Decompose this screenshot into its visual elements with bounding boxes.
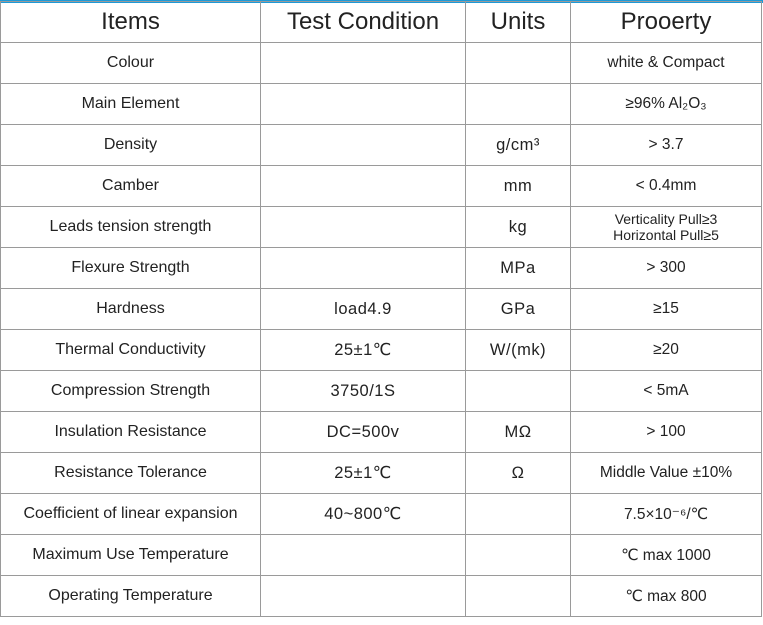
unit-cell: Ω — [465, 452, 571, 494]
table-row: Flexure Strength MPa > 300 — [0, 247, 762, 289]
table-row: Camber mm < 0.4mm — [0, 165, 762, 207]
property-cell: white & Compact — [570, 42, 762, 84]
unit-cell: g/cm³ — [465, 124, 571, 166]
condition-cell — [260, 534, 466, 576]
header-row: Items Test Condition Units Prooerty — [0, 1, 762, 43]
table-body: Colour white & Compact Main Element ≥96% Al… — [0, 42, 762, 617]
table-row: Density g/cm³ > 3.7 — [0, 124, 762, 166]
header-test-condition: Test Condition — [260, 1, 466, 43]
condition-cell — [260, 165, 466, 207]
unit-cell: MΩ — [465, 411, 571, 453]
item-cell: Maximum Use Temperature — [0, 534, 261, 576]
item-cell: Thermal Conductivity — [0, 329, 261, 371]
table-row: Coefficient of linear expansion 40~800℃ 7.… — [0, 493, 762, 535]
unit-cell — [465, 493, 571, 535]
item-cell: Coefficient of linear expansion — [0, 493, 261, 535]
condition-cell: load4.9 — [260, 288, 466, 330]
condition-cell — [260, 575, 466, 617]
condition-cell: 3750/1S — [260, 370, 466, 412]
item-cell: Resistance Tolerance — [0, 452, 261, 494]
item-cell: Flexure Strength — [0, 247, 261, 289]
unit-cell — [465, 575, 571, 617]
item-cell: Hardness — [0, 288, 261, 330]
unit-cell — [465, 370, 571, 412]
unit-cell: GPa — [465, 288, 571, 330]
item-cell: Insulation Resistance — [0, 411, 261, 453]
property-cell: ≥15 — [570, 288, 762, 330]
item-cell: Leads tension strength — [0, 206, 261, 248]
condition-cell — [260, 206, 466, 248]
condition-cell — [260, 124, 466, 166]
item-cell: Main Element — [0, 83, 261, 125]
table-row: Operating Temperature ℃ max 800 — [0, 575, 762, 617]
condition-cell: 40~800℃ — [260, 493, 466, 535]
table-row: Colour white & Compact — [0, 42, 762, 84]
unit-cell — [465, 83, 571, 125]
condition-cell: 25±1℃ — [260, 452, 466, 494]
property-cell: ℃ max 1000 — [570, 534, 762, 576]
item-cell: Camber — [0, 165, 261, 207]
condition-cell — [260, 42, 466, 84]
property-cell: < 5mA — [570, 370, 762, 412]
table-row: Compression Strength 3750/1S < 5mA — [0, 370, 762, 412]
item-cell: Colour — [0, 42, 261, 84]
header-units: Units — [465, 1, 571, 43]
condition-cell: DC=500v — [260, 411, 466, 453]
table-row: Leads tension strength kg Verticality Pull… — [0, 206, 762, 248]
property-cell: ≥96% Al₂O₃ — [570, 83, 762, 125]
property-cell: Verticality Pull≥3 Horizontal Pull≥5 — [570, 206, 762, 248]
item-cell: Operating Temperature — [0, 575, 261, 617]
property-cell: > 300 — [570, 247, 762, 289]
unit-cell — [465, 534, 571, 576]
table-row: Insulation Resistance DC=500v MΩ > 100 — [0, 411, 762, 453]
property-cell: ℃ max 800 — [570, 575, 762, 617]
property-cell: ≥20 — [570, 329, 762, 371]
table-row: Hardness load4.9 GPa ≥15 — [0, 288, 762, 330]
unit-cell: MPa — [465, 247, 571, 289]
table-row: Maximum Use Temperature ℃ max 1000 — [0, 534, 762, 576]
property-cell: > 100 — [570, 411, 762, 453]
header-property: Prooerty — [570, 1, 762, 43]
condition-cell — [260, 247, 466, 289]
table-row: Resistance Tolerance 25±1℃ Ω Middle Value ±… — [0, 452, 762, 494]
property-cell: 7.5×10⁻⁶/℃ — [570, 493, 762, 535]
unit-cell: W/(mk) — [465, 329, 571, 371]
unit-cell — [465, 42, 571, 84]
unit-cell: mm — [465, 165, 571, 207]
property-cell: Middle Value ±10% — [570, 452, 762, 494]
item-cell: Density — [0, 124, 261, 166]
property-cell: > 3.7 — [570, 124, 762, 166]
table-row: Main Element ≥96% Al₂O₃ — [0, 83, 762, 125]
item-cell: Compression Strength — [0, 370, 261, 412]
table-row: Thermal Conductivity 25±1℃ W/(mk) ≥20 — [0, 329, 762, 371]
condition-cell — [260, 83, 466, 125]
unit-cell: kg — [465, 206, 571, 248]
condition-cell: 25±1℃ — [260, 329, 466, 371]
property-cell: < 0.4mm — [570, 165, 762, 207]
header-items: Items — [0, 1, 261, 43]
